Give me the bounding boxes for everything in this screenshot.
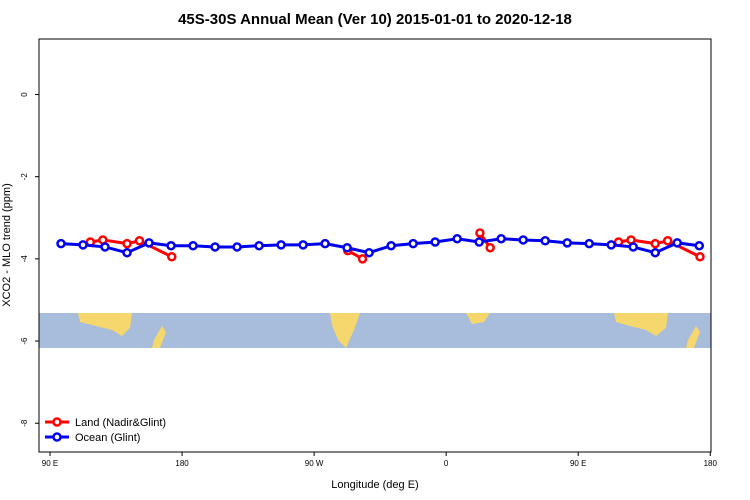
data-point bbox=[628, 242, 638, 252]
data-point bbox=[188, 240, 198, 251]
x-tick-label: 180 bbox=[704, 459, 718, 468]
data-point bbox=[56, 238, 66, 249]
data-point bbox=[167, 252, 177, 262]
data-point bbox=[584, 238, 594, 249]
data-point bbox=[386, 240, 396, 251]
y-tick-label: -8 bbox=[20, 419, 29, 427]
plot-frame bbox=[38, 38, 712, 453]
data-point bbox=[694, 240, 705, 251]
x-tick-label: 90 E bbox=[570, 459, 586, 468]
x-tick-label: 90 E bbox=[42, 459, 58, 468]
y-tick-label: 0 bbox=[20, 92, 29, 97]
data-point bbox=[650, 247, 660, 258]
data-point bbox=[232, 242, 242, 252]
x-axis-label: Longitude (deg E) bbox=[331, 479, 418, 491]
y-tick-label: -6 bbox=[20, 337, 29, 345]
data-point bbox=[122, 238, 132, 249]
data-point bbox=[134, 236, 145, 246]
data-point bbox=[144, 238, 154, 248]
data-point bbox=[452, 233, 462, 244]
data-point bbox=[276, 240, 286, 250]
data-point bbox=[518, 235, 528, 245]
data-point bbox=[695, 252, 705, 262]
data-point bbox=[122, 247, 132, 258]
data-point bbox=[496, 233, 506, 244]
data-point bbox=[78, 240, 88, 250]
data-point bbox=[166, 240, 176, 251]
data-point bbox=[408, 238, 418, 249]
data-point bbox=[672, 238, 683, 248]
data-point bbox=[662, 236, 673, 246]
data-point bbox=[475, 228, 485, 238]
data-point bbox=[210, 242, 220, 252]
data-point bbox=[254, 240, 264, 251]
x-tick-label: 180 bbox=[175, 459, 189, 468]
y-tick-label: -2 bbox=[20, 173, 29, 181]
data-point bbox=[485, 243, 495, 253]
data-point bbox=[606, 240, 616, 250]
data-point bbox=[357, 254, 368, 264]
x-tick-label: 90 W bbox=[305, 459, 324, 468]
data-point bbox=[474, 237, 484, 247]
data-point bbox=[100, 242, 110, 252]
data-point bbox=[298, 240, 308, 250]
legend-marker bbox=[52, 417, 62, 427]
y-tick-label: -4 bbox=[20, 255, 29, 263]
legend-label: Ocean (Glint) bbox=[75, 432, 140, 444]
y-axis-label: XCO2 - MLO trend (ppm) bbox=[1, 183, 13, 306]
data-point bbox=[540, 236, 550, 246]
data-point bbox=[430, 237, 440, 247]
data-point bbox=[320, 238, 330, 249]
chart-title: 45S-30S Annual Mean (Ver 10) 2015-01-01 … bbox=[178, 11, 572, 28]
legend-label: Land (Nadir&Glint) bbox=[75, 417, 166, 429]
legend-marker bbox=[52, 432, 62, 442]
x-tick-label: 0 bbox=[444, 459, 449, 468]
data-point bbox=[650, 238, 660, 249]
data-point bbox=[364, 247, 374, 258]
data-point bbox=[562, 238, 572, 248]
data-point bbox=[342, 243, 352, 253]
map-strip bbox=[39, 313, 711, 348]
